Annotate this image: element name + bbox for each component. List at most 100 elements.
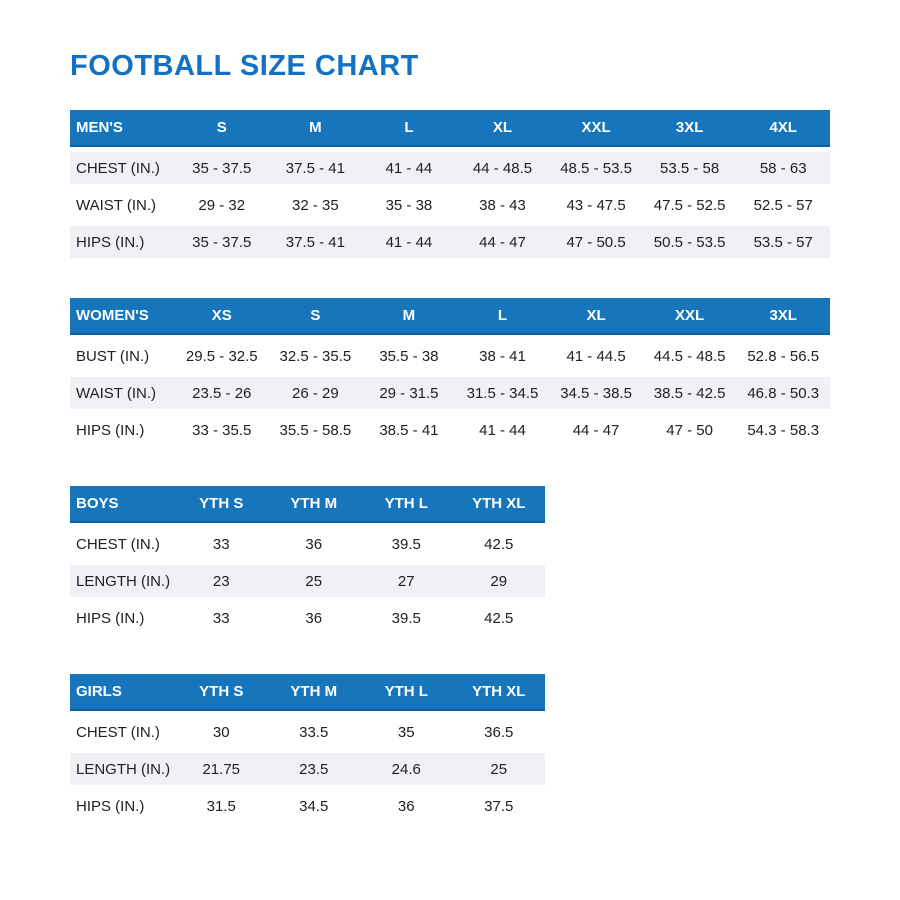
mens-column-header: 4XL xyxy=(769,119,797,136)
mens-column-header: L xyxy=(404,119,414,136)
boys-column-header: YTH S xyxy=(199,495,244,512)
row-label: CHEST (IN.) xyxy=(76,535,160,553)
row-label: HIPS (IN.) xyxy=(76,421,145,439)
cell-value: 58 - 63 xyxy=(759,159,807,177)
cell-value: 25 xyxy=(490,760,508,778)
cell-value: 33.5 xyxy=(299,723,329,741)
mens-header-label: MEN'S xyxy=(76,119,123,136)
cell-value: 47.5 - 52.5 xyxy=(653,196,726,214)
mens-column-header: XL xyxy=(492,119,513,136)
cell-value: 31.5 - 34.5 xyxy=(466,384,539,402)
table-row: LENGTH (IN.) 23 25 27 29 xyxy=(70,565,545,597)
cell-value: 32.5 - 35.5 xyxy=(279,347,352,365)
cell-value: 43 - 47.5 xyxy=(566,196,626,214)
cell-value: 24.6 xyxy=(391,760,421,778)
cell-value: 30 xyxy=(212,723,230,741)
cell-value: 53.5 - 57 xyxy=(753,233,813,251)
cell-value: 29.5 - 32.5 xyxy=(185,347,258,365)
girls-column-header: YTH M xyxy=(290,683,338,700)
girls-header-label: GIRLS xyxy=(76,683,122,700)
cell-value: 35 xyxy=(397,723,415,741)
cell-value: 29 - 32 xyxy=(198,196,246,214)
girls-table-header: GIRLS YTH S YTH M YTH L YTH XL xyxy=(70,674,545,711)
size-table-mens: MEN'S S M L XL XXL 3XL 4XL CHEST (IN.) 35 - 37.5 3… xyxy=(70,110,830,258)
row-label: WAIST (IN.) xyxy=(76,196,156,214)
cell-value: 47 - 50.5 xyxy=(566,233,626,251)
size-table-boys: BOYS YTH S YTH M YTH L YTH XL CHEST (IN.) 33 36… xyxy=(70,486,545,634)
womens-header-label: WOMEN'S xyxy=(76,307,149,324)
cell-value: 36.5 xyxy=(484,723,514,741)
cell-value: 41 - 44.5 xyxy=(566,347,626,365)
row-label: HIPS (IN.) xyxy=(76,609,145,627)
womens-column-header: XXL xyxy=(675,307,705,324)
cell-value: 38.5 - 42.5 xyxy=(653,384,726,402)
cell-value: 33 - 35.5 xyxy=(192,421,252,439)
table-row: HIPS (IN.) 35 - 37.5 37.5 - 41 41 - 44 44 - … xyxy=(70,226,830,258)
cell-value: 29 - 31.5 xyxy=(379,384,439,402)
table-row: HIPS (IN.) 33 - 35.5 35.5 - 58.5 38.5 - 41 4… xyxy=(70,414,830,446)
boys-column-header: YTH XL xyxy=(472,495,526,512)
cell-value: 25 xyxy=(305,572,323,590)
cell-value: 52.5 - 57 xyxy=(753,196,813,214)
row-label: LENGTH (IN.) xyxy=(76,572,171,590)
row-label: CHEST (IN.) xyxy=(76,159,160,177)
table-row: WAIST (IN.) 29 - 32 32 - 35 35 - 38 38 - 43 4… xyxy=(70,189,830,221)
cell-value: 34.5 - 38.5 xyxy=(560,384,632,402)
cell-value: 37.5 - 41 xyxy=(285,159,345,177)
womens-column-header: L xyxy=(497,307,508,324)
cell-value: 37.5 - 41 xyxy=(285,233,345,251)
table-row: HIPS (IN.) 33 36 39.5 42.5 xyxy=(70,602,545,634)
cell-value: 41 - 44 xyxy=(385,233,433,251)
cell-value: 33 xyxy=(212,609,230,627)
cell-value: 52.8 - 56.5 xyxy=(747,347,820,365)
boys-column-header: YTH L xyxy=(384,495,428,512)
cell-value: 38 - 43 xyxy=(479,196,526,214)
cell-value: 48.5 - 53.5 xyxy=(560,159,632,177)
cell-value: 44 - 47 xyxy=(572,421,620,439)
cell-value: 35 - 38 xyxy=(385,196,433,214)
cell-value: 21.75 xyxy=(202,760,241,778)
cell-value: 34.5 xyxy=(299,797,329,815)
womens-column-header: XS xyxy=(211,307,232,324)
cell-value: 36 xyxy=(397,797,415,815)
row-label: LENGTH (IN.) xyxy=(76,760,171,778)
row-label: WAIST (IN.) xyxy=(76,384,156,402)
womens-column-header: 3XL xyxy=(769,307,797,324)
table-row: BUST (IN.) 29.5 - 32.5 32.5 - 35.5 35.5 - 3… xyxy=(70,340,830,372)
row-label: CHEST (IN.) xyxy=(76,723,160,741)
womens-column-header: M xyxy=(402,307,416,324)
cell-value: 23.5 xyxy=(299,760,329,778)
cell-value: 37.5 xyxy=(484,797,514,815)
cell-value: 41 - 44 xyxy=(479,421,526,439)
cell-value: 35.5 - 58.5 xyxy=(279,421,352,439)
cell-value: 38.5 - 41 xyxy=(379,421,439,439)
size-chart-page: FOOTBALL SIZE CHART MEN'S S M L XL XXL 3XL 4XL C… xyxy=(70,50,830,822)
cell-value: 46.8 - 50.3 xyxy=(747,384,820,402)
boys-column-header: YTH M xyxy=(290,495,338,512)
mens-column-header: S xyxy=(216,119,227,136)
cell-value: 39.5 xyxy=(391,609,421,627)
row-label: BUST (IN.) xyxy=(76,347,150,365)
cell-value: 50.5 - 53.5 xyxy=(653,233,726,251)
page-title: FOOTBALL SIZE CHART xyxy=(70,50,419,82)
cell-value: 32 - 35 xyxy=(292,196,339,214)
womens-column-header: S xyxy=(310,307,321,324)
cell-value: 23 xyxy=(212,572,230,590)
cell-value: 42.5 xyxy=(484,609,514,627)
boys-table-header: BOYS YTH S YTH M YTH L YTH XL xyxy=(70,486,545,523)
cell-value: 47 - 50 xyxy=(666,421,713,439)
cell-value: 36 xyxy=(305,535,323,553)
cell-value: 26 - 29 xyxy=(292,384,339,402)
cell-value: 54.3 - 58.3 xyxy=(747,421,820,439)
row-label: HIPS (IN.) xyxy=(76,233,145,251)
table-row: HIPS (IN.) 31.5 34.5 36 37.5 xyxy=(70,790,545,822)
cell-value: 33 xyxy=(212,535,230,553)
table-row: CHEST (IN.) 35 - 37.5 37.5 - 41 41 - 44 44 -… xyxy=(70,152,830,184)
cell-value: 36 xyxy=(305,609,323,627)
womens-column-header: XL xyxy=(586,307,606,324)
table-row: LENGTH (IN.) 21.75 23.5 24.6 25 xyxy=(70,753,545,785)
mens-column-header: M xyxy=(309,119,322,136)
cell-value: 41 - 44 xyxy=(385,159,433,177)
table-row: WAIST (IN.) 23.5 - 26 26 - 29 29 - 31.5 31.5… xyxy=(70,377,830,409)
cell-value: 31.5 xyxy=(206,797,236,815)
